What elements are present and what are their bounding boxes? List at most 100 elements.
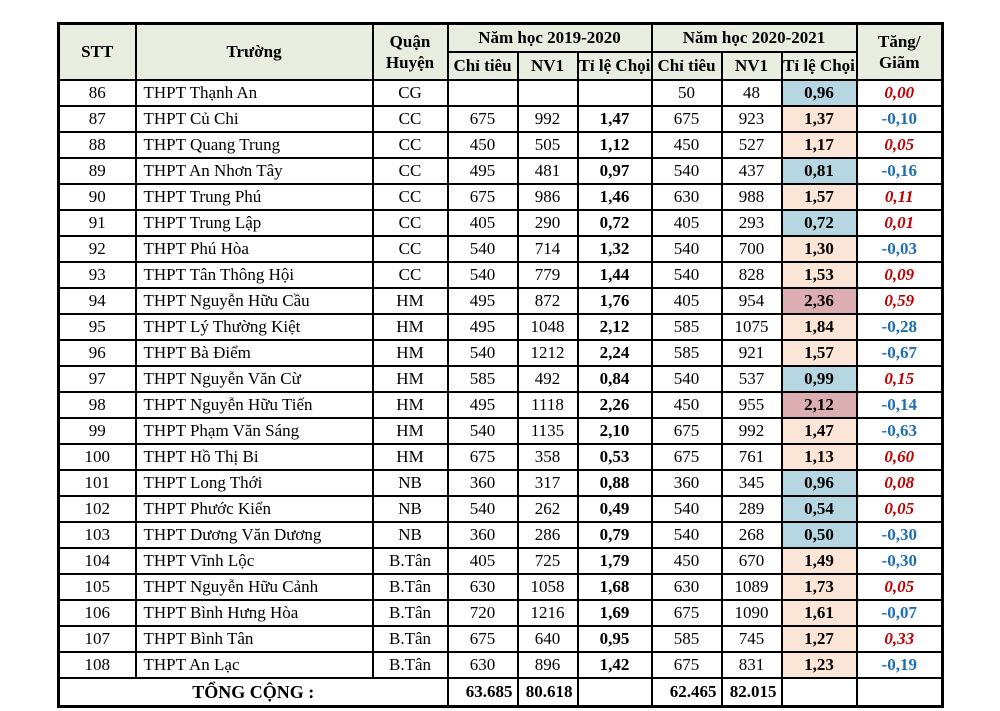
cell-quan-huyen: NB [371, 495, 449, 523]
cell-truong: THPT Nguyễn Hữu Tiến [134, 391, 374, 419]
cell-2019-ti-le-choi: 1,12 [576, 131, 653, 159]
total-2019-ti-le-choi-empty [576, 677, 653, 708]
cell-tang-giam: -0,30 [855, 521, 944, 549]
cell-2019-chi-tieu: 450 [446, 131, 519, 159]
cell-tang-giam: 0,11 [855, 183, 944, 211]
cell-2020-ti-le-choi: 0,96 [780, 79, 858, 107]
cell-2020-ti-le-choi: 1,17 [780, 131, 858, 159]
cell-tang-giam: -0,30 [855, 547, 944, 575]
cell-2019-ti-le-choi: 0,49 [576, 495, 653, 523]
cell-stt: 89 [57, 157, 137, 185]
cell-2019-chi-tieu: 495 [446, 313, 519, 341]
cell-stt: 108 [57, 651, 137, 679]
cell-2020-ti-le-choi: 0,96 [780, 469, 858, 497]
admission-stats-table: STT Trường Quận Huyện Năm học 2019-2020 … [57, 22, 944, 708]
cell-2020-nv1: 761 [720, 443, 783, 471]
cell-truong: THPT Nguyễn Văn Cừ [134, 365, 374, 393]
cell-2019-chi-tieu: 495 [446, 391, 519, 419]
cell-stt: 91 [57, 209, 137, 237]
cell-2020-ti-le-choi: 1,27 [780, 625, 858, 653]
cell-stt: 98 [57, 391, 137, 419]
cell-2019-chi-tieu: 540 [446, 339, 519, 367]
cell-tang-giam: 0,05 [855, 131, 944, 159]
col-header-truong: Trường [134, 22, 374, 81]
header-row-groups: STT Trường Quận Huyện Năm học 2019-2020 … [57, 22, 944, 81]
cell-2020-nv1: 700 [720, 235, 783, 263]
table-row: 99 THPT Phạm Văn Sáng HM 540 1135 2,10 675 992 1… [57, 417, 944, 445]
cell-2020-nv1: 268 [720, 521, 783, 549]
cell-2020-ti-le-choi: 1,47 [780, 417, 858, 445]
cell-2020-chi-tieu: 405 [650, 287, 723, 315]
col-header-2020-nv1: NV1 [720, 51, 783, 81]
cell-quan-huyen: CC [371, 209, 449, 237]
cell-2019-chi-tieu: 630 [446, 651, 519, 679]
cell-2019-nv1: 317 [516, 469, 579, 497]
cell-2020-chi-tieu: 585 [650, 625, 723, 653]
cell-quan-huyen: HM [371, 391, 449, 419]
header-row-subcolumns: Chỉ tiêu NV1 Tỉ lệ Chọi Chỉ tiêu NV1 Tỉ … [59, 51, 943, 81]
cell-2020-nv1: 48 [720, 79, 783, 107]
cell-2020-ti-le-choi: 1,30 [780, 235, 858, 263]
cell-truong: THPT Dương Văn Dương [134, 521, 374, 549]
cell-quan-huyen: CC [371, 105, 449, 133]
total-2019-chi-tieu: 63.685 [446, 677, 519, 708]
cell-2019-nv1: 505 [516, 131, 579, 159]
cell-quan-huyen: HM [371, 365, 449, 393]
cell-2020-ti-le-choi: 1,37 [780, 105, 858, 133]
cell-2019-ti-le-choi: 1,42 [576, 651, 653, 679]
cell-quan-huyen: B.Tân [371, 599, 449, 627]
cell-tang-giam: 0,01 [855, 209, 944, 237]
cell-2019-chi-tieu: 405 [446, 209, 519, 237]
cell-2020-nv1: 828 [720, 261, 783, 289]
admission-table-container: STT Trường Quận Huyện Năm học 2019-2020 … [57, 22, 944, 708]
cell-2020-nv1: 988 [720, 183, 783, 211]
cell-2020-nv1: 1089 [720, 573, 783, 601]
cell-2020-nv1: 923 [720, 105, 783, 133]
cell-2020-chi-tieu: 540 [650, 521, 723, 549]
cell-2019-chi-tieu: 585 [446, 365, 519, 393]
col-header-tang-giam: Tăng/ Giãm [855, 22, 944, 81]
cell-2020-chi-tieu: 540 [650, 235, 723, 263]
cell-2020-ti-le-choi: 0,99 [780, 365, 858, 393]
cell-2020-nv1: 955 [720, 391, 783, 419]
cell-stt: 107 [57, 625, 137, 653]
cell-2020-ti-le-choi: 0,72 [780, 209, 858, 237]
cell-stt: 87 [57, 105, 137, 133]
table-row: 94 THPT Nguyễn Hữu Cầu HM 495 872 1,76 405 954 2… [57, 287, 944, 315]
table-row: 108 THPT An Lạc B.Tân 630 896 1,42 675 831 1,23-… [57, 651, 944, 679]
total-row: TỔNG CỘNG : 63.685 80.618 62.465 82.015 [57, 677, 944, 708]
cell-quan-huyen: HM [371, 443, 449, 471]
cell-2019-nv1: 725 [516, 547, 579, 575]
cell-2020-ti-le-choi: 2,36 [780, 287, 858, 315]
cell-2020-ti-le-choi: 0,54 [780, 495, 858, 523]
cell-2020-nv1: 745 [720, 625, 783, 653]
cell-2019-ti-le-choi: 0,79 [576, 521, 653, 549]
cell-truong: THPT Thạnh An [134, 79, 374, 107]
cell-2019-nv1: 358 [516, 443, 579, 471]
cell-stt: 99 [57, 417, 137, 445]
cell-2019-nv1: 1058 [516, 573, 579, 601]
table-footer: TỔNG CỘNG : 63.685 80.618 62.465 82.015 [57, 677, 944, 708]
col-header-2019-chi-tieu: Chỉ tiêu [446, 51, 519, 81]
cell-2019-nv1: 290 [516, 209, 579, 237]
table-row: 104 THPT Vĩnh Lộc B.Tân 405 725 1,79 450 670 1,4… [57, 547, 944, 575]
table-row: 102 THPT Phước Kiển NB 540 262 0,49 540 289 0,54… [57, 495, 944, 523]
cell-2019-ti-le-choi: 1,32 [576, 235, 653, 263]
cell-stt: 90 [57, 183, 137, 211]
cell-stt: 100 [57, 443, 137, 471]
cell-quan-huyen: HM [371, 287, 449, 315]
cell-2019-nv1: 1135 [516, 417, 579, 445]
total-2020-ti-le-choi-empty [780, 677, 858, 708]
cell-stt: 96 [57, 339, 137, 367]
cell-stt: 92 [57, 235, 137, 263]
cell-stt: 102 [57, 495, 137, 523]
cell-2020-ti-le-choi: 1,49 [780, 547, 858, 575]
cell-2020-chi-tieu: 540 [650, 157, 723, 185]
cell-2019-ti-le-choi: 0,53 [576, 443, 653, 471]
cell-2020-nv1: 537 [720, 365, 783, 393]
cell-tang-giam: 0,05 [855, 573, 944, 601]
cell-2019-nv1: 640 [516, 625, 579, 653]
cell-tang-giam: 0,05 [855, 495, 944, 523]
cell-quan-huyen: CC [371, 131, 449, 159]
cell-2019-ti-le-choi: 0,84 [576, 365, 653, 393]
